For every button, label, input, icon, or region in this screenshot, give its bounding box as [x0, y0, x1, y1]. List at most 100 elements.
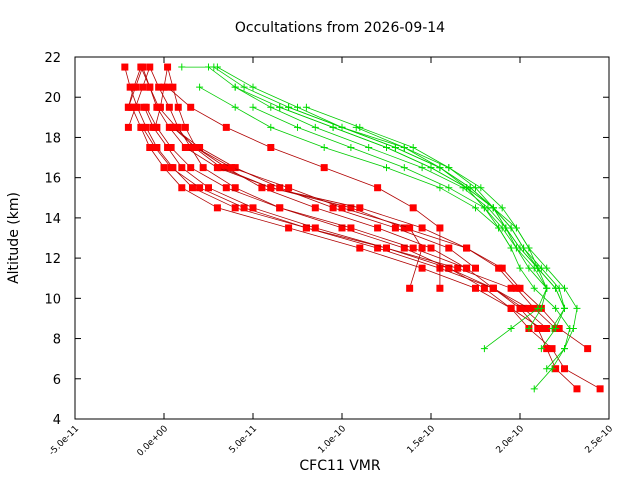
red-point — [165, 103, 173, 111]
green-point — [294, 123, 301, 131]
green-point — [329, 123, 337, 131]
red-point — [222, 164, 230, 172]
red-point — [187, 103, 195, 111]
red-point — [181, 144, 189, 151]
green-point — [400, 164, 408, 172]
red-point — [548, 345, 556, 353]
red-point — [128, 103, 136, 111]
red-point — [169, 123, 177, 131]
green-point — [530, 284, 538, 292]
red-point — [142, 103, 150, 111]
red-point — [231, 184, 239, 192]
green-point — [383, 144, 390, 151]
red-point — [121, 63, 129, 71]
green-point — [196, 83, 204, 91]
red-point — [512, 284, 520, 292]
green-point — [445, 164, 453, 172]
green-point — [294, 103, 301, 111]
green-point — [543, 284, 551, 292]
red-point — [160, 164, 168, 172]
green-point — [530, 385, 538, 393]
red-point — [516, 304, 524, 312]
red-point — [406, 284, 414, 292]
red-point — [374, 224, 382, 232]
red-point — [480, 284, 488, 292]
y-tick-label: 4 — [53, 413, 61, 428]
plot-data — [121, 63, 604, 393]
red-point — [400, 244, 408, 252]
red-point — [258, 184, 266, 192]
red-point — [409, 204, 417, 212]
red-point — [427, 244, 435, 252]
green-point — [516, 264, 524, 272]
red-point — [400, 224, 408, 232]
green-point — [178, 63, 186, 71]
red-point — [192, 144, 200, 151]
red-point — [153, 123, 161, 131]
green-point — [569, 325, 577, 332]
red-point — [160, 83, 168, 91]
red-point — [165, 123, 173, 131]
red-point — [188, 184, 196, 192]
red-point — [530, 304, 538, 312]
green-point — [534, 264, 542, 272]
red-point — [139, 83, 147, 91]
red-point — [338, 204, 346, 212]
red-point — [561, 365, 568, 373]
red-point — [139, 123, 147, 131]
red-point — [178, 184, 186, 192]
green-point — [489, 204, 497, 212]
green-series-line — [288, 106, 547, 289]
y-tick-label: 20 — [44, 91, 61, 106]
red-point — [406, 224, 414, 232]
green-point — [240, 83, 248, 91]
red-point — [213, 164, 221, 172]
green-point — [231, 83, 239, 91]
red-point — [472, 264, 479, 272]
green-point — [320, 144, 328, 151]
green-point — [436, 164, 444, 172]
red-point — [520, 304, 528, 312]
green-series-line — [252, 106, 548, 329]
red-point — [172, 123, 180, 131]
red-point — [302, 224, 310, 232]
red-series-5 — [128, 103, 545, 332]
red-point — [142, 123, 150, 131]
red-point — [169, 83, 177, 91]
green-point — [573, 304, 581, 312]
red-point — [167, 144, 175, 151]
red-point — [285, 224, 293, 232]
green-point — [276, 103, 284, 111]
green-point — [365, 144, 373, 151]
red-point — [231, 204, 239, 212]
green-point — [525, 325, 533, 332]
red-point — [146, 144, 154, 151]
green-point — [436, 184, 444, 192]
red-point — [534, 325, 542, 332]
y-tick-label: 18 — [44, 131, 61, 146]
green-point — [427, 164, 435, 172]
green-point — [267, 103, 275, 111]
green-point — [347, 144, 355, 151]
red-point — [222, 123, 230, 131]
red-point — [276, 184, 284, 192]
green-point — [285, 103, 293, 111]
green-point — [445, 184, 453, 192]
red-point — [155, 83, 163, 91]
red-point — [445, 264, 453, 272]
green-point — [249, 103, 257, 111]
y-tick-label: 22 — [44, 51, 61, 66]
red-point — [498, 264, 506, 272]
green-point — [548, 325, 556, 332]
red-point — [311, 204, 319, 212]
green-series-8 — [302, 103, 542, 272]
green-point — [352, 123, 360, 131]
green-point — [409, 144, 417, 151]
green-point — [472, 204, 479, 212]
green-point — [502, 224, 510, 232]
y-tick-label: 6 — [53, 373, 61, 388]
green-point — [338, 123, 346, 131]
green-point — [249, 83, 257, 91]
green-point — [472, 184, 479, 192]
red-point — [146, 83, 154, 91]
